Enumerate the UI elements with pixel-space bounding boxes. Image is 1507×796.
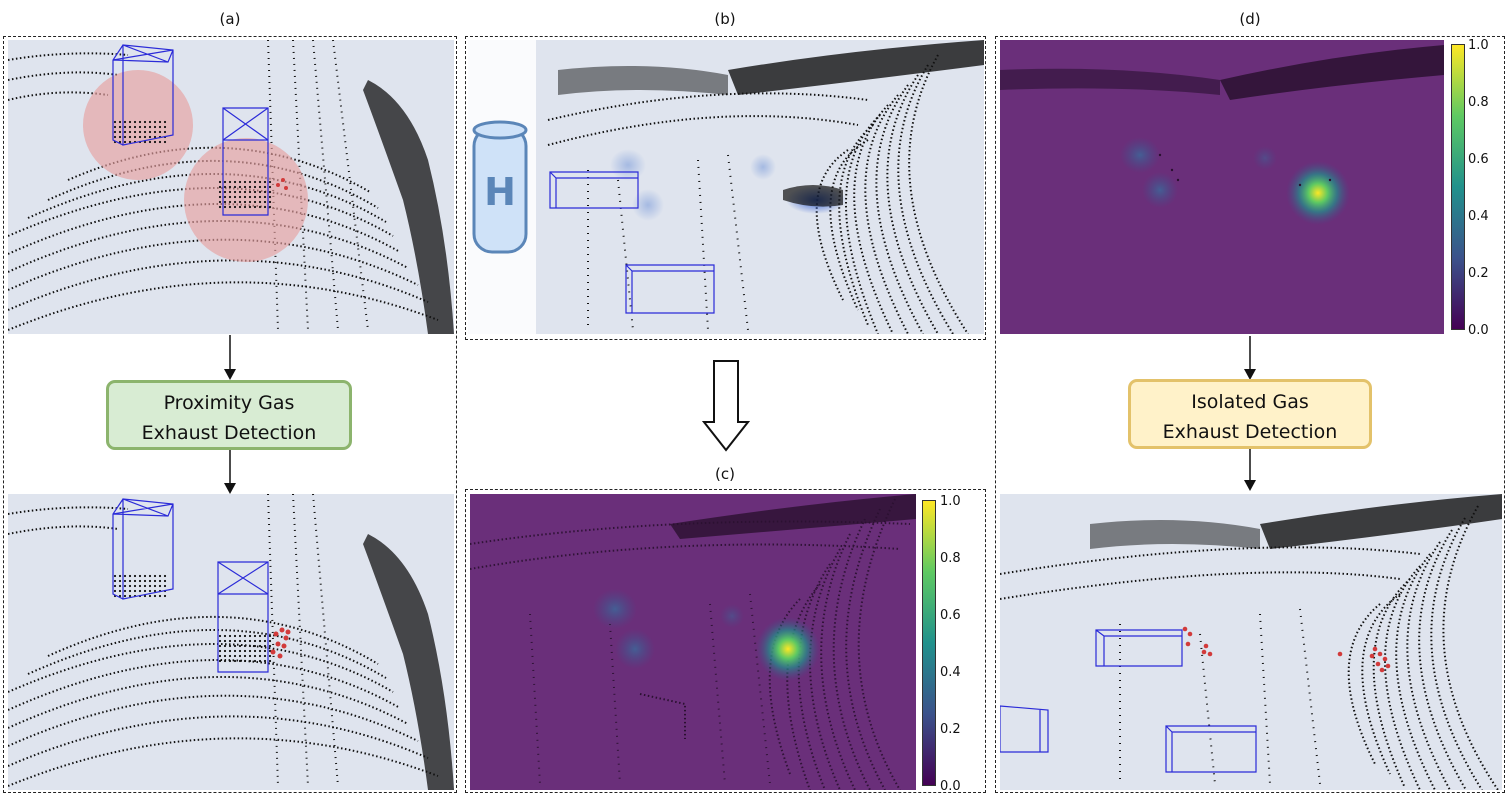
isolated-gas-exhaust-detection-box: Isolated Gas Exhaust Detection: [1128, 379, 1372, 449]
colorbar-d-tick: 0.4: [1468, 209, 1489, 224]
column-a-border: [3, 36, 457, 793]
pointcloud-isolated-result-image: [1000, 494, 1502, 790]
isolated-box-line1: Isolated Gas: [1191, 391, 1309, 413]
isolated-box-line2: Exhaust Detection: [1162, 421, 1338, 443]
hydrogen-tank-icon: H: [472, 120, 528, 254]
bounding-box-icon: [549, 171, 715, 314]
colorbar-d-tick: 0.0: [1468, 323, 1489, 338]
hollow-down-arrow-icon: [702, 360, 750, 452]
colorbar-c-tick: 0.4: [940, 665, 961, 680]
gas-hotspot: [1286, 161, 1350, 225]
isolated-gas-heatmap-image: [1000, 40, 1444, 334]
panel-label-c: (c): [715, 465, 735, 483]
colorbar-d: [1451, 44, 1465, 330]
proximity-box-line2: Exhaust Detection: [141, 422, 317, 444]
pointcloud-proximity-result-image: [8, 494, 454, 790]
panel-label-d: (d): [1239, 10, 1261, 28]
down-arrow-icon: [1244, 449, 1256, 491]
colorbar-c-tick: 0.8: [940, 551, 961, 566]
panel-label-a: (a): [219, 10, 241, 28]
pointcloud-proximity-image: [8, 40, 454, 334]
colorbar-c: [922, 500, 936, 786]
down-arrow-icon: [1244, 336, 1256, 380]
colorbar-c-tick: 0.0: [940, 779, 961, 794]
panel-b-border: [465, 36, 986, 340]
colorbar-d-tick: 0.8: [1468, 95, 1489, 110]
down-arrow-icon: [224, 450, 236, 494]
colorbar-d-tick: 0.6: [1468, 152, 1489, 167]
proximity-box-line1: Proximity Gas: [163, 392, 295, 414]
down-arrow-icon: [224, 335, 236, 380]
bounding-box-icon: [1000, 629, 1257, 773]
colorbar-c-tick: 0.6: [940, 608, 961, 623]
exhaust-points: [270, 627, 291, 659]
gas-heatmap-image: [470, 494, 916, 790]
colorbar-d-tick: 1.0: [1468, 38, 1489, 53]
colorbar-d-tick: 0.2: [1468, 266, 1489, 281]
tank-letter: H: [484, 170, 516, 214]
column-d-border: [995, 36, 1505, 793]
colorbar-c-tick: 0.2: [940, 722, 961, 737]
pointcloud-gas-prior-image: H: [468, 40, 984, 334]
panel-label-b: (b): [714, 10, 736, 28]
exhaust-points: [1182, 626, 1391, 673]
panel-c-border: [465, 489, 986, 793]
colorbar-c-tick: 1.0: [940, 494, 961, 509]
gas-hotspot: [756, 617, 820, 681]
proximity-gas-exhaust-detection-box: Proximity Gas Exhaust Detection: [106, 380, 352, 450]
